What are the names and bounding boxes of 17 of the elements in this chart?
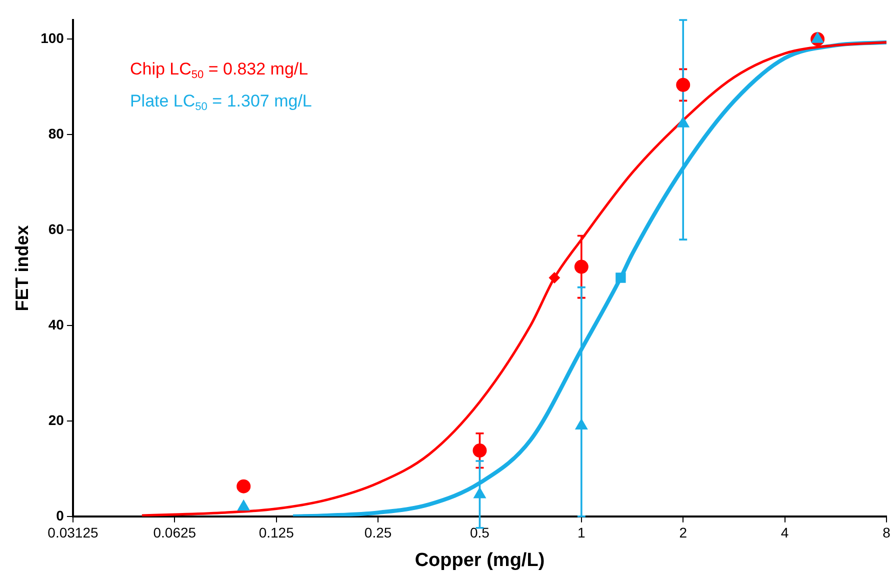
x-tick-label: 1 [578, 524, 586, 541]
y-tick-label: 0 [56, 507, 64, 524]
y-tick-label: 80 [48, 125, 64, 142]
y-tick-label: 60 [48, 220, 64, 237]
x-tick-label: 0.25 [364, 524, 392, 541]
x-tick-label: 0.125 [258, 524, 294, 541]
x-tick-label: 8 [882, 524, 891, 541]
y-tick-label: 40 [48, 316, 64, 332]
y-axis-title: FET index [12, 225, 32, 312]
y-tick-label: 20 [48, 412, 64, 428]
x-tick-label: 0.5 [470, 524, 490, 541]
x-axis-title: Copper (mg/L) [414, 550, 545, 571]
y-tick-label: 100 [40, 30, 64, 46]
x-tick-label: 0.03125 [48, 524, 98, 541]
x-tick-label: 4 [780, 524, 789, 541]
x-tick-label: 0.0625 [153, 524, 196, 541]
x-tick-label: 2 [679, 524, 688, 541]
